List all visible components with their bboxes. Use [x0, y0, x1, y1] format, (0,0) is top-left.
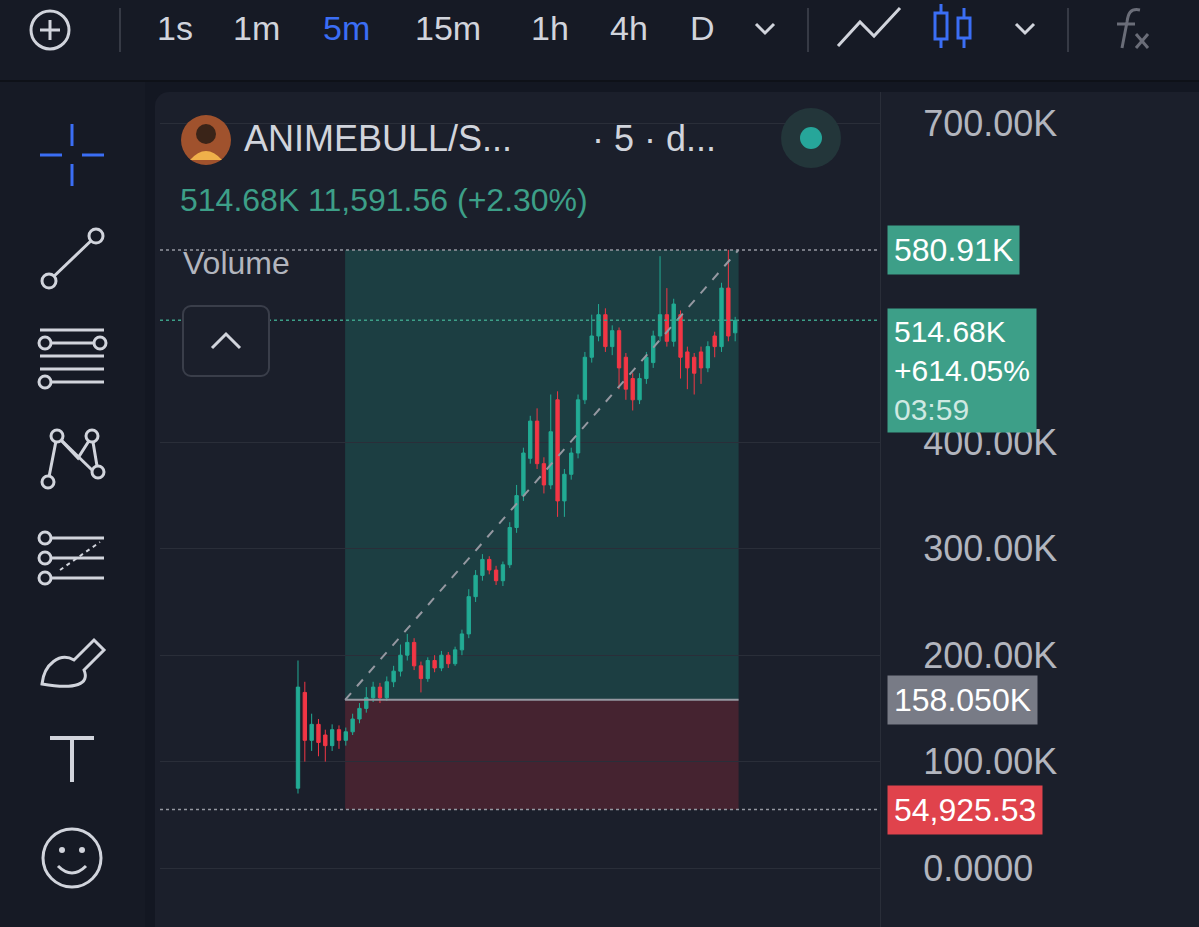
html-text:1h: 1h — [531, 9, 569, 47]
html-text:5m: 5m — [323, 9, 371, 47]
html-text:ANIMEBULL/S...: ANIMEBULL/S... — [244, 118, 513, 159]
svg-text:100.00K: 100.00K — [923, 741, 1057, 782]
svg-text:580.91K: 580.91K — [894, 232, 1013, 268]
svg-text:200.00K: 200.00K — [923, 635, 1057, 676]
html-text:514.68K 11,591.56 (+2.30%): 514.68K 11,591.56 (+2.30%) — [180, 182, 588, 218]
svg-text:300.00K: 300.00K — [923, 528, 1057, 569]
svg-text:514.68K+614.05%03:59: 514.68K+614.05%03:59 — [894, 315, 1030, 426]
svg-text:400.00K: 400.00K — [923, 422, 1057, 463]
svg-text:0.0000: 0.0000 — [923, 848, 1033, 889]
html-text:1s: 1s — [157, 9, 193, 47]
svg-text:700.00K: 700.00K — [923, 103, 1057, 144]
svg-text:158.050K: 158.050K — [894, 682, 1031, 718]
html-text:· 5 · d...: · 5 · d... — [592, 118, 716, 159]
html-text:15m: 15m — [415, 9, 482, 47]
html-text:D: D — [690, 9, 715, 47]
html-text:1m: 1m — [233, 9, 281, 47]
html-text:4h: 4h — [610, 9, 648, 47]
svg-text:54,925.53: 54,925.53 — [894, 792, 1036, 828]
html-text:Volume: Volume — [183, 245, 290, 281]
